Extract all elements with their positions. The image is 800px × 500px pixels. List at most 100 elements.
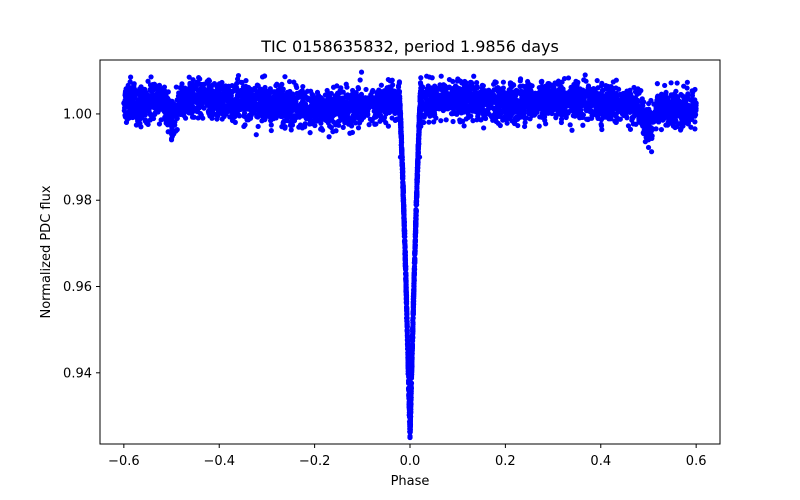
- chart-title: TIC 0158635832, period 1.9856 days: [260, 37, 559, 56]
- data-point: [287, 119, 294, 125]
- data-point: [584, 93, 590, 99]
- data-point: [397, 112, 403, 119]
- data-point: [389, 101, 395, 107]
- data-point: [142, 112, 148, 118]
- data-point: [191, 114, 197, 120]
- data-point: [617, 116, 623, 122]
- data-point: [389, 115, 395, 121]
- data-point: [413, 210, 419, 217]
- data-point: [436, 105, 442, 111]
- data-point: [174, 127, 180, 133]
- data-point: [287, 93, 293, 99]
- data-point: [624, 115, 630, 121]
- data-point: [398, 124, 404, 130]
- data-point: [401, 215, 407, 221]
- data-point: [572, 113, 578, 119]
- data-point: [308, 88, 314, 94]
- data-point: [133, 122, 139, 128]
- data-point: [394, 116, 400, 122]
- data-point: [542, 117, 548, 123]
- data-point: [363, 86, 369, 93]
- data-point: [567, 122, 573, 128]
- data-point: [367, 116, 373, 122]
- data-point: [401, 227, 407, 234]
- data-point: [474, 117, 480, 123]
- data-point: [207, 91, 213, 98]
- data-point: [219, 116, 225, 122]
- data-point: [286, 113, 292, 119]
- data-point: [163, 117, 169, 124]
- data-point: [338, 114, 344, 120]
- data-point: [569, 127, 575, 133]
- data-point: [421, 119, 427, 126]
- data-point: [509, 84, 515, 90]
- data-point: [404, 305, 410, 311]
- data-point: [326, 134, 332, 140]
- data-point: [658, 109, 664, 115]
- data-point: [482, 101, 488, 107]
- data-point: [306, 111, 312, 117]
- data-point: [574, 106, 580, 112]
- data-point: [267, 114, 273, 120]
- data-point: [424, 97, 430, 103]
- data-point: [197, 89, 203, 95]
- data-point: [403, 277, 409, 283]
- data-point: [441, 82, 447, 88]
- data-point: [438, 73, 444, 79]
- data-point: [486, 89, 492, 96]
- data-point: [552, 92, 558, 99]
- data-point: [293, 82, 299, 89]
- data-point: [407, 417, 413, 423]
- data-point: [405, 337, 411, 343]
- data-point: [500, 89, 506, 95]
- data-point: [274, 81, 280, 87]
- data-point: [431, 119, 437, 125]
- data-point: [595, 115, 601, 121]
- data-point: [580, 112, 586, 118]
- data-point: [394, 89, 400, 95]
- data-point: [410, 317, 416, 323]
- data-point: [366, 122, 372, 128]
- data-point: [283, 102, 289, 109]
- data-point: [396, 93, 402, 99]
- data-point: [668, 80, 674, 86]
- data-point: [137, 113, 144, 119]
- data-point: [146, 92, 152, 99]
- data-point: [401, 233, 408, 239]
- data-point: [673, 101, 679, 107]
- data-point: [479, 82, 485, 88]
- data-point: [358, 102, 364, 108]
- data-point: [255, 123, 261, 130]
- data-point: [413, 223, 419, 229]
- data-point: [674, 112, 680, 118]
- data-point: [344, 117, 350, 123]
- data-point: [474, 79, 480, 86]
- data-point: [340, 124, 346, 130]
- data-point: [625, 123, 632, 129]
- data-point: [361, 109, 367, 115]
- data-point: [338, 85, 344, 91]
- data-point: [375, 89, 381, 95]
- data-point: [404, 322, 410, 328]
- data-point: [644, 118, 650, 124]
- data-point: [287, 88, 293, 95]
- data-point: [522, 119, 528, 126]
- data-point: [319, 96, 326, 102]
- data-point: [142, 117, 149, 123]
- data-point: [399, 147, 405, 153]
- data-point: [173, 84, 179, 90]
- data-point: [426, 119, 432, 125]
- data-point: [483, 107, 490, 114]
- data-point: [654, 81, 660, 87]
- data-point: [377, 118, 383, 124]
- data-point: [478, 117, 484, 123]
- data-point: [134, 89, 140, 95]
- data-point: [531, 112, 537, 118]
- data-point: [267, 98, 273, 104]
- data-point: [432, 83, 438, 89]
- data-point: [398, 137, 404, 144]
- data-point: [408, 375, 415, 381]
- data-point: [403, 300, 410, 306]
- data-point: [409, 369, 415, 375]
- data-point: [410, 296, 416, 302]
